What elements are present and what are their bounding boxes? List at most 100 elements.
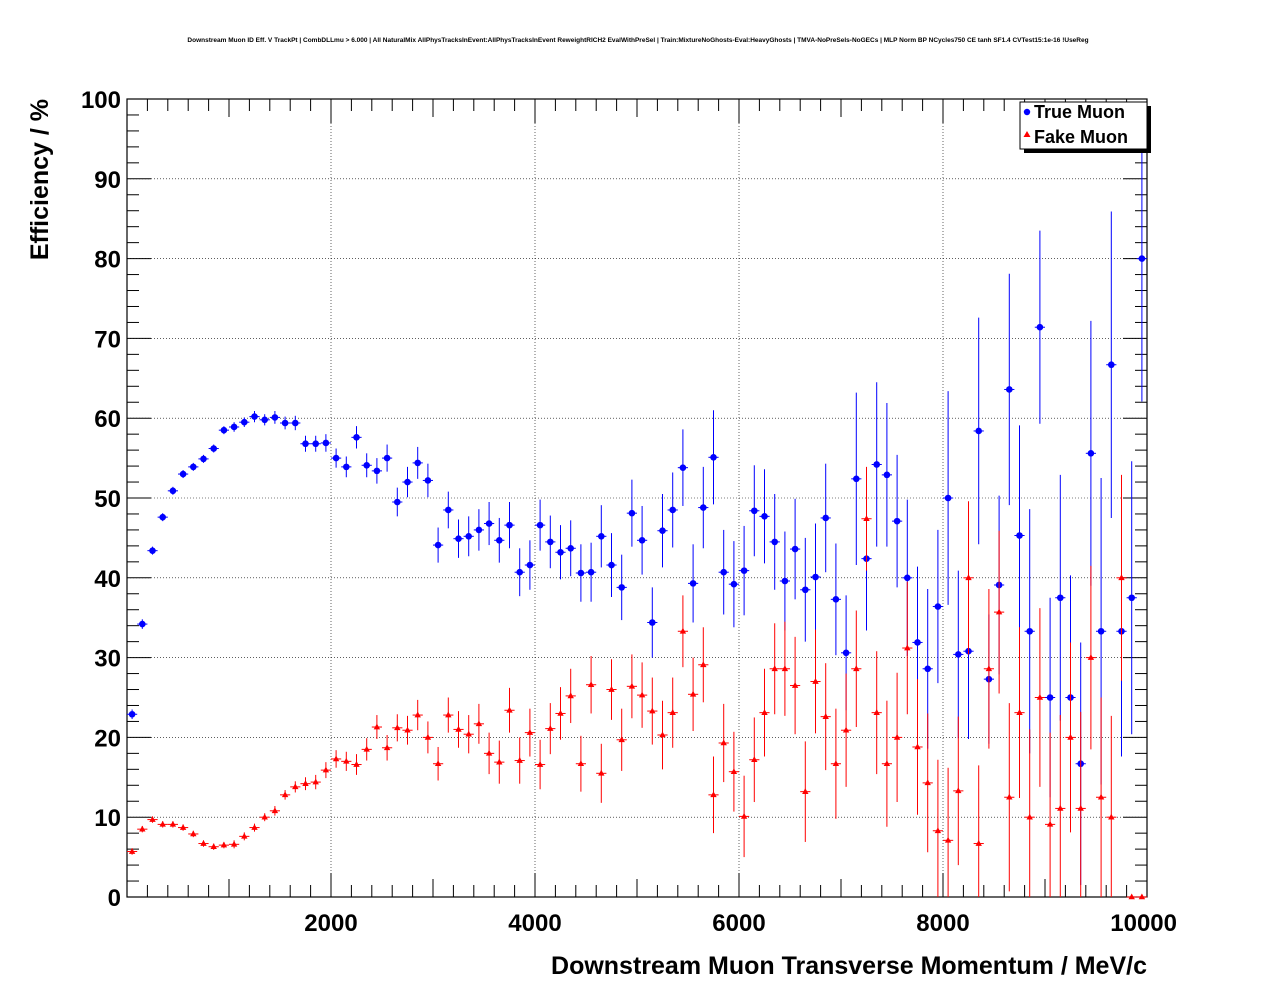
fake-muon-point [179, 824, 187, 830]
fake-muon-point [353, 761, 360, 767]
fake-muon-point [1036, 694, 1044, 700]
fake-muon-point [557, 709, 564, 716]
true-muon-point [618, 584, 625, 591]
true-muon-point [496, 536, 503, 544]
true-muon-point [710, 454, 717, 461]
fake-muon-point [322, 766, 330, 773]
y-tick-label: 70 [94, 326, 121, 353]
y-tick-label: 40 [94, 566, 121, 593]
fake-muon-point [975, 840, 982, 846]
fake-muon-point [1108, 813, 1115, 820]
true-muon-point [955, 651, 962, 658]
fake-muon-point [955, 787, 962, 794]
fake-muon-point [904, 644, 911, 651]
true-muon-point [628, 509, 636, 517]
true-muon-point [689, 580, 697, 587]
fake-muon-point [730, 768, 738, 775]
true-muon-point [1057, 594, 1064, 602]
true-muon-point [363, 461, 371, 469]
fake-muon-point [200, 840, 207, 846]
fake-muon-point [241, 832, 248, 839]
true-muon-point [383, 454, 391, 462]
fake-muon-point [1046, 820, 1054, 827]
fake-muon-point [873, 709, 880, 715]
fake-muon-point [1077, 804, 1084, 811]
x-tick-label: 10000 [1110, 910, 1177, 937]
fake-muon-point [1026, 813, 1033, 820]
true-muon-point [1138, 255, 1146, 262]
x-tick-label: 4000 [508, 910, 561, 937]
fake-muon-point [404, 726, 411, 733]
fake-muon-point [893, 733, 901, 740]
true-muon-point [771, 538, 778, 546]
fake-muon-point [924, 779, 931, 786]
true-muon-point [1006, 386, 1013, 393]
y-tick-label: 20 [94, 725, 121, 752]
true-muon-point [608, 561, 615, 569]
fake-muon-point [414, 711, 421, 718]
fake-muon-point [496, 758, 503, 765]
true-muon-point [1036, 323, 1044, 331]
true-muon-point [434, 541, 442, 549]
fake-muon-point [159, 820, 166, 827]
fake-muon-point [689, 690, 697, 697]
fake-muon-point [638, 691, 646, 698]
fake-muon-point [669, 709, 676, 715]
true-muon-point [139, 620, 146, 628]
true-muon-point [975, 427, 982, 435]
fake-muon-point [822, 713, 829, 719]
true-muon-point [169, 487, 177, 495]
fake-muon-point [608, 686, 615, 692]
true-muon-point [751, 507, 758, 515]
true-muon-point [241, 418, 248, 426]
fake-muon-point [853, 665, 860, 672]
fake-muon-point [547, 725, 554, 731]
y-tick-label: 10 [94, 805, 121, 832]
fake-muon-point [587, 681, 595, 688]
true-muon-point [791, 545, 799, 553]
true-muon-point [659, 527, 666, 535]
fake-muon-point [434, 760, 442, 767]
true-muon-point [292, 419, 299, 427]
true-muon-point [1026, 627, 1033, 635]
fake-muon-point [312, 778, 319, 785]
true-muon-point [516, 568, 523, 576]
true-muon-point [587, 568, 595, 576]
fake-muon-point [944, 836, 952, 843]
fake-muon-point [628, 682, 636, 689]
fake-muon-point [598, 769, 605, 776]
fake-muon-point [343, 757, 350, 764]
fake-muon-point [475, 720, 483, 727]
true-muon-point [730, 580, 738, 588]
true-muon-point [251, 413, 258, 420]
fake-muon-point [934, 827, 942, 834]
y-tick-label: 30 [94, 646, 121, 673]
fake-muon-point [139, 825, 146, 832]
fake-muon-point [649, 707, 656, 714]
fake-muon-point [618, 736, 625, 743]
true-muon-point [547, 538, 554, 546]
fake-muon-point [332, 755, 340, 762]
true-muon-point [842, 649, 850, 657]
true-muon-point [322, 439, 330, 447]
series-true-muon [127, 115, 1147, 886]
fake-muon-point [281, 791, 289, 798]
y-tick-label: 100 [81, 87, 121, 114]
legend-marker-fake-muon [1023, 131, 1031, 137]
fake-muon-point [1087, 654, 1095, 660]
fake-muon-point [740, 812, 748, 819]
fake-muon-point [261, 813, 268, 820]
fake-muon-point [424, 733, 432, 740]
fake-muon-point [516, 757, 523, 763]
true-muon-point [190, 463, 197, 471]
fake-muon-point [863, 515, 870, 522]
true-muon-point [210, 445, 217, 452]
fake-muon-point [394, 724, 401, 731]
true-muon-point [1097, 627, 1105, 635]
fake-muon-point [1128, 893, 1135, 900]
true-muon-point [1128, 594, 1135, 602]
true-muon-point [220, 426, 228, 434]
legend-marker-true-muon [1023, 108, 1031, 116]
true-muon-point [720, 568, 727, 576]
fake-muon-point [1118, 574, 1125, 581]
